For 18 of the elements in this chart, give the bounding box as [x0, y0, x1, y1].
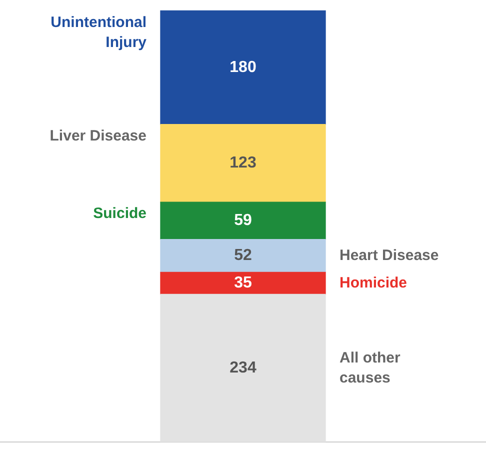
data-label: 180 [230, 58, 256, 76]
series-label: Liver Disease [50, 128, 146, 145]
bar [160, 272, 326, 295]
data-label: 52 [234, 247, 252, 264]
data-label: 35 [234, 274, 252, 292]
data-label: 59 [234, 212, 252, 230]
data-label: 234 [230, 360, 256, 377]
series-label: Homicide [340, 274, 408, 292]
bar [160, 10, 326, 125]
bar [160, 124, 326, 202]
series-label: All other causes [340, 349, 400, 386]
bar [160, 238, 326, 272]
bar [160, 294, 326, 442]
series-label: Unintentional Injury [50, 14, 148, 51]
bar [160, 202, 326, 240]
data-label: 123 [230, 154, 256, 172]
series-label: Heart Disease [340, 246, 439, 264]
series-label: Suicide [93, 205, 146, 222]
